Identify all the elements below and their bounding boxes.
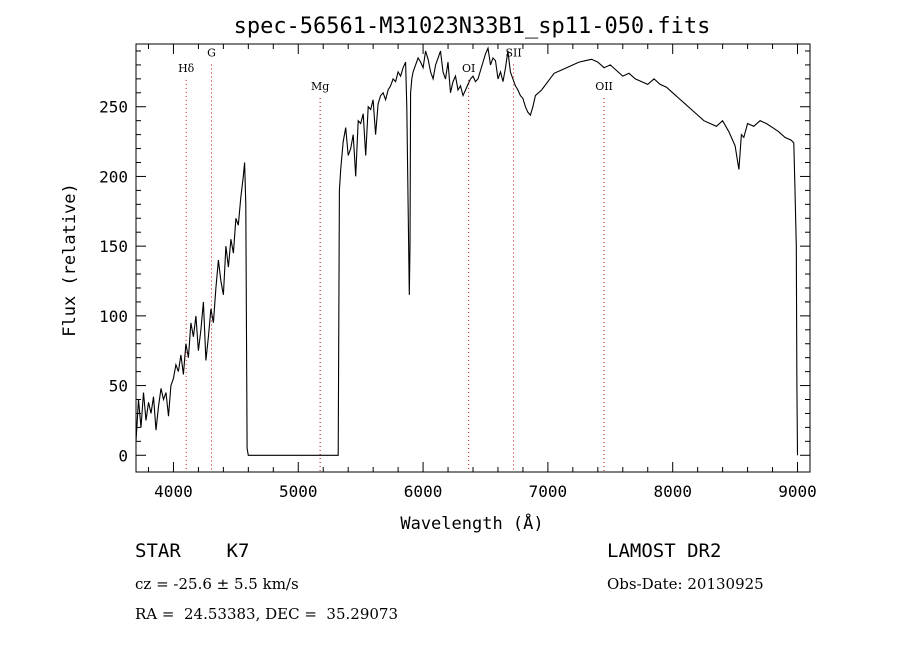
plot-frame	[135, 43, 811, 473]
y-tick-label: 0	[118, 446, 128, 465]
axes: 4000 5000 6000 7000 8000 9000 0 50 100 150 200 250	[99, 44, 817, 501]
x-tick-label: 7000	[529, 482, 568, 501]
y-tick-label: 150	[99, 237, 128, 256]
x-tick-label: 5000	[279, 482, 318, 501]
object-class: STAR K7	[135, 540, 250, 562]
marker-label: OI	[462, 62, 475, 75]
line-markers: Hδ G Mg OI SII OII	[178, 47, 613, 472]
sky-coordinates: RA = 24.53383, DEC = 35.29073	[135, 605, 399, 623]
y-tick-label: 250	[99, 98, 128, 117]
y-tick-label: 200	[99, 167, 128, 186]
marker-label: G	[207, 47, 216, 60]
plot-border	[135, 43, 811, 473]
x-tick-label: 8000	[653, 482, 692, 501]
y-tick-label: 50	[109, 377, 128, 396]
marker-label: SII	[505, 47, 521, 60]
spectrum-line	[135, 46, 799, 456]
survey-name: LAMOST DR2	[607, 540, 722, 562]
x-tick-label: 6000	[404, 482, 443, 501]
x-tick-label: 4000	[154, 482, 193, 501]
x-axis-label: Wavelength (Å)	[400, 512, 543, 534]
redshift-value: cz = -25.6 ± 5.5 km/s	[135, 575, 299, 593]
marker-label: Mg	[311, 80, 329, 93]
observation-date: Obs-Date: 20130925	[607, 575, 764, 593]
x-tick-label: 9000	[778, 482, 817, 501]
y-axis-label: Flux (relative)	[60, 183, 80, 337]
y-tick-label: 100	[99, 307, 128, 326]
chart-title: spec-56561-M31023N33B1_sp11-050.fits	[234, 14, 711, 39]
marker-label: Hδ	[178, 62, 195, 75]
marker-label: OII	[595, 80, 613, 93]
